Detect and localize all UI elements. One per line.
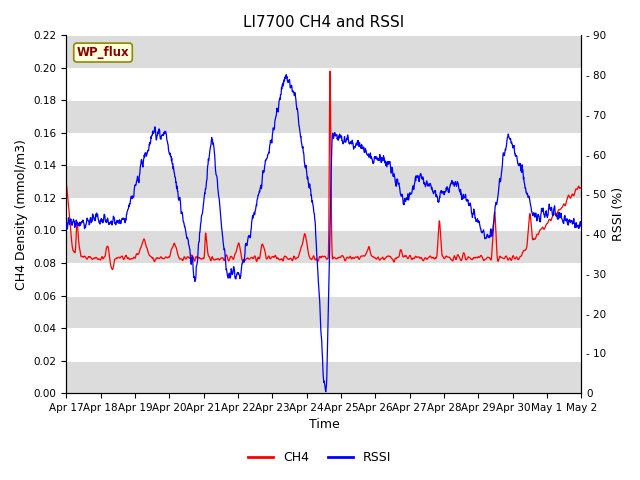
Bar: [67, 100, 582, 133]
Title: LI7700 CH4 and RSSI: LI7700 CH4 and RSSI: [243, 15, 404, 30]
X-axis label: Time: Time: [308, 419, 339, 432]
Bar: [67, 166, 582, 198]
Bar: [67, 360, 582, 393]
Legend: CH4, RSSI: CH4, RSSI: [243, 446, 397, 469]
Y-axis label: RSSI (%): RSSI (%): [612, 187, 625, 241]
Bar: [67, 296, 582, 328]
Bar: [67, 36, 582, 68]
Bar: [67, 230, 582, 263]
Text: WP_flux: WP_flux: [77, 46, 129, 59]
Y-axis label: CH4 Density (mmol/m3): CH4 Density (mmol/m3): [15, 139, 28, 289]
